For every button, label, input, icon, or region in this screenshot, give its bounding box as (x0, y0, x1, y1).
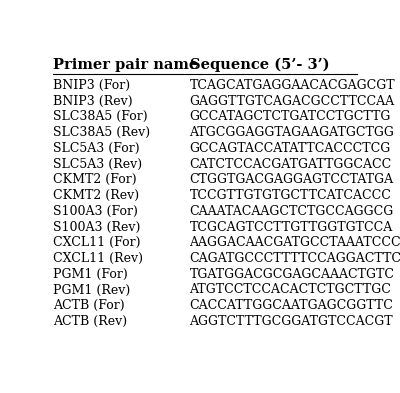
Text: SLC38A5 (Rev): SLC38A5 (Rev) (53, 126, 150, 139)
Text: SLC38A5 (For): SLC38A5 (For) (53, 110, 148, 123)
Text: CXCL11 (Rev): CXCL11 (Rev) (53, 252, 143, 265)
Text: ACTB (For): ACTB (For) (53, 299, 125, 312)
Text: SLC5A3 (For): SLC5A3 (For) (53, 142, 140, 155)
Text: CKMT2 (Rev): CKMT2 (Rev) (53, 189, 139, 202)
Text: SLC5A3 (Rev): SLC5A3 (Rev) (53, 158, 142, 171)
Text: TCGCAGTCCTTGTTGGTGTCCA: TCGCAGTCCTTGTTGGTGTCCA (190, 220, 393, 233)
Text: ACTB (Rev): ACTB (Rev) (53, 315, 127, 328)
Text: CTGGTGACGAGGAGTCCTATGA: CTGGTGACGAGGAGTCCTATGA (190, 173, 394, 186)
Text: CXCL11 (For): CXCL11 (For) (53, 236, 141, 249)
Text: CKMT2 (For): CKMT2 (For) (53, 173, 137, 186)
Text: Primer pair name: Primer pair name (53, 58, 198, 72)
Text: CAGATGCCCTTTTCCAGGACTTC: CAGATGCCCTTTTCCAGGACTTC (190, 252, 400, 265)
Text: TGATGGACGCGAGCAAACTGTC: TGATGGACGCGAGCAAACTGTC (190, 268, 394, 281)
Text: BNIP3 (Rev): BNIP3 (Rev) (53, 95, 133, 108)
Text: PGM1 (For): PGM1 (For) (53, 268, 128, 281)
Text: GCCAGTACCATATTCACCCTCG: GCCAGTACCATATTCACCCTCG (190, 142, 391, 155)
Text: GCCATAGCTCTGATCCTGCTTG: GCCATAGCTCTGATCCTGCTTG (190, 110, 391, 123)
Text: GAGGTTGTCAGACGCCTTCCAA: GAGGTTGTCAGACGCCTTCCAA (190, 95, 395, 108)
Text: CAAATACAAGCTCTGCCAGGCG: CAAATACAAGCTCTGCCAGGCG (190, 205, 394, 218)
Text: CATCTCCACGATGATTGGCACC: CATCTCCACGATGATTGGCACC (190, 158, 392, 171)
Text: Sequence (5’- 3’): Sequence (5’- 3’) (190, 58, 329, 72)
Text: S100A3 (Rev): S100A3 (Rev) (53, 220, 140, 233)
Text: CACCATTGGCAATGAGCGGTTC: CACCATTGGCAATGAGCGGTTC (190, 299, 393, 312)
Text: AGGTCTTTGCGGATGTCCACGT: AGGTCTTTGCGGATGTCCACGT (190, 315, 393, 328)
Text: AAGGACAACGATGCCTAAATCCC: AAGGACAACGATGCCTAAATCCC (190, 236, 400, 249)
Text: BNIP3 (For): BNIP3 (For) (53, 79, 130, 92)
Text: ATGCGGAGGTAGAAGATGCTGG: ATGCGGAGGTAGAAGATGCTGG (190, 126, 394, 139)
Text: ATGTCCTCCACACTCTGCTTGC: ATGTCCTCCACACTCTGCTTGC (190, 283, 391, 296)
Text: S100A3 (For): S100A3 (For) (53, 205, 138, 218)
Text: PGM1 (Rev): PGM1 (Rev) (53, 283, 130, 296)
Text: TCCGTTGTGTGCTTCATCACCC: TCCGTTGTGTGCTTCATCACCC (190, 189, 391, 202)
Text: TCAGCATGAGGAACACGAGCGT: TCAGCATGAGGAACACGAGCGT (190, 79, 395, 92)
